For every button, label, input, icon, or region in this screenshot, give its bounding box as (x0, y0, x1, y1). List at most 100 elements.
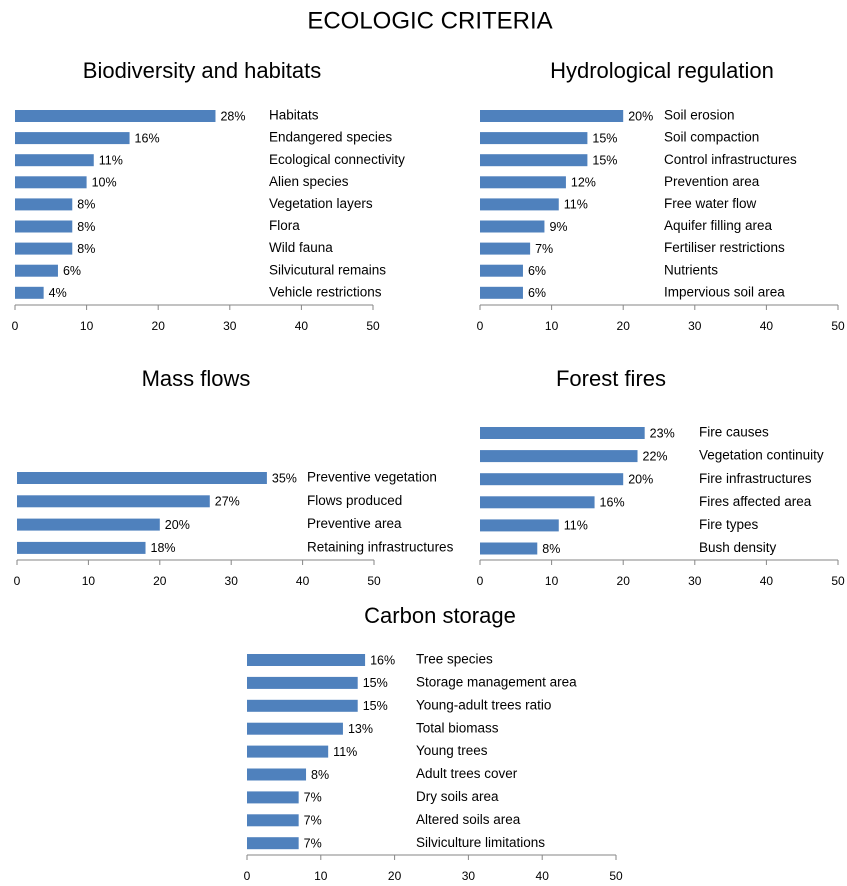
x-tick-label: 50 (366, 319, 380, 333)
data-label: 15% (363, 699, 388, 713)
data-label: 4% (49, 286, 67, 300)
data-label: 18% (151, 541, 176, 555)
x-tick-label: 20 (388, 869, 402, 883)
category-label: Ecological connectivity (269, 152, 405, 167)
bar (247, 745, 329, 758)
data-label: 8% (77, 198, 95, 212)
data-label: 8% (311, 768, 329, 782)
bar (247, 676, 358, 689)
data-label: 7% (535, 242, 553, 256)
x-tick-label: 50 (609, 869, 623, 883)
x-tick-label: 20 (152, 319, 166, 333)
x-tick-label: 40 (536, 869, 550, 883)
x-tick-label: 10 (80, 319, 94, 333)
data-label: 7% (304, 814, 322, 828)
bar (15, 198, 73, 211)
x-tick-label: 10 (545, 319, 559, 333)
category-label: Vehicle restrictions (269, 284, 382, 299)
data-label: 20% (628, 109, 653, 123)
bar (480, 286, 523, 299)
category-label: Altered soils area (416, 812, 521, 827)
x-tick-label: 10 (82, 574, 96, 588)
data-label: 22% (643, 449, 668, 463)
category-label: Prevention area (664, 174, 760, 189)
data-label: 6% (528, 264, 546, 278)
x-tick-label: 50 (367, 574, 381, 588)
bar (15, 176, 87, 189)
category-label: Storage management area (416, 674, 577, 689)
data-label: 8% (77, 220, 95, 234)
category-label: Preventive area (307, 516, 402, 531)
data-label: 6% (528, 286, 546, 300)
category-label: Free water flow (664, 196, 757, 211)
category-label: Retaining infrastructures (307, 539, 454, 554)
x-tick-label: 0 (244, 869, 251, 883)
data-label: 20% (628, 472, 653, 486)
bar (17, 472, 267, 484)
bar (480, 110, 624, 122)
data-label: 11% (333, 745, 357, 759)
x-tick-label: 30 (688, 319, 702, 333)
page-title: ECOLOGIC CRITERIA (307, 7, 552, 34)
x-tick-label: 30 (223, 319, 237, 333)
data-label: 35% (272, 471, 297, 485)
bar (480, 132, 588, 145)
bar (15, 132, 130, 145)
bar (480, 519, 559, 532)
chart-title: Biodiversity and habitats (83, 58, 321, 83)
chart-title: Forest fires (556, 366, 666, 391)
bar (247, 654, 366, 666)
x-tick-label: 40 (760, 319, 774, 333)
data-label: 15% (592, 153, 617, 167)
category-label: Habitats (269, 108, 319, 123)
data-label: 12% (571, 176, 596, 190)
data-label: 6% (63, 264, 81, 278)
x-tick-label: 10 (314, 869, 328, 883)
category-label: Preventive vegetation (307, 470, 437, 485)
category-label: Flora (269, 218, 300, 233)
data-label: 8% (542, 542, 560, 556)
category-label: Young-adult trees ratio (416, 697, 551, 712)
data-label: 15% (592, 131, 617, 145)
data-label: 16% (135, 131, 160, 145)
category-label: Tree species (416, 652, 493, 667)
x-tick-label: 40 (760, 574, 774, 588)
category-label: Young trees (416, 743, 488, 758)
x-tick-label: 40 (296, 574, 310, 588)
bar (247, 722, 343, 735)
bar (247, 791, 299, 804)
data-label: 7% (304, 791, 322, 805)
bar (480, 176, 566, 189)
data-label: 9% (549, 220, 567, 234)
bar (247, 768, 307, 781)
category-label: Silvicutural remains (269, 262, 386, 277)
category-label: Silviculture limitations (416, 835, 545, 850)
bar (15, 110, 216, 122)
bar (480, 242, 531, 255)
bar (247, 837, 299, 850)
bar (15, 220, 73, 233)
category-label: Impervious soil area (664, 284, 785, 299)
bar (480, 220, 545, 233)
bar (15, 242, 73, 255)
category-label: Fire infrastructures (699, 471, 812, 486)
bar (17, 518, 160, 531)
data-label: 23% (650, 426, 675, 440)
category-label: Aquifer filling area (664, 218, 773, 233)
category-label: Fire causes (699, 425, 769, 440)
bar (480, 450, 638, 463)
category-label: Soil erosion (664, 108, 735, 123)
bar (15, 154, 94, 167)
category-label: Nutrients (664, 262, 718, 277)
data-label: 16% (600, 496, 625, 510)
category-label: Wild fauna (269, 240, 333, 255)
x-tick-label: 10 (545, 574, 559, 588)
category-label: Dry soils area (416, 789, 499, 804)
category-label: Fertiliser restrictions (664, 240, 785, 255)
bar (17, 541, 146, 554)
x-tick-label: 40 (295, 319, 309, 333)
x-tick-label: 30 (225, 574, 239, 588)
category-label: Alien species (269, 174, 349, 189)
category-label: Total biomass (416, 720, 499, 735)
